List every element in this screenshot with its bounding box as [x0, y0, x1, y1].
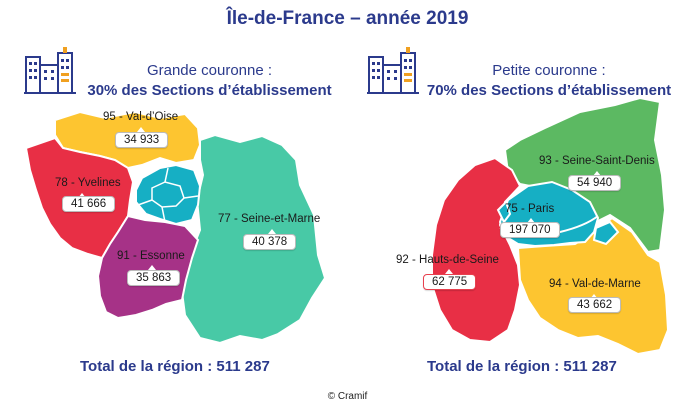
- dept-91-value: 35 863: [127, 270, 181, 286]
- left-subtitle: Grande couronne : 30% des Sections d’éta…: [72, 61, 347, 101]
- left-total: Total de la région : 511 287: [80, 358, 270, 375]
- dept-92-pointer: [445, 269, 453, 274]
- dept-75-name: 75 - Paris: [505, 203, 555, 215]
- dept-94-value: 43 662: [568, 297, 622, 313]
- credit: © Cramif: [327, 391, 368, 402]
- dept-75-pointer: [527, 218, 535, 223]
- right-subtitle: Petite couronne : 70% des Sections d’éta…: [414, 61, 684, 101]
- paris-outline: [151, 181, 185, 208]
- dept-78-value: 41 666: [62, 196, 116, 212]
- right-subtitle-line2: 70% des Sections d’établissement: [426, 82, 672, 99]
- dept-77-pointer: [268, 229, 276, 234]
- dept-92-name: 92 - Hauts-de-Seine: [396, 254, 499, 266]
- left-subtitle-line1: Grande couronne :: [146, 62, 273, 79]
- petite-couronne-borders: [137, 167, 199, 223]
- bois-de-boulogne: [496, 200, 512, 224]
- office-building-icon: [24, 47, 76, 94]
- dept-78-pointer: [78, 193, 86, 198]
- dept-94-pointer: [590, 294, 598, 299]
- page-title: Île-de-France – année 2019: [226, 8, 469, 29]
- region-petite-couronne-core[interactable]: [135, 163, 202, 226]
- dept-91-pointer: [148, 265, 156, 270]
- dept-95-value: 34 933: [115, 132, 169, 148]
- dept-75-value: 197 070: [500, 222, 560, 238]
- dept-77-value: 40 378: [243, 234, 297, 250]
- dept-93-name: 93 - Seine-Saint-Denis: [539, 155, 655, 167]
- grande-couronne-map: [24, 110, 327, 345]
- dept-78-name: 78 - Yvelines: [55, 177, 121, 189]
- dept-94-name: 94 - Val-de-Marne: [549, 278, 641, 290]
- right-total: Total de la région : 511 287: [427, 358, 617, 375]
- dept-93-pointer: [593, 171, 601, 176]
- region-92-hauts-de-seine[interactable]: [431, 156, 522, 344]
- dept-93-value: 54 940: [568, 175, 622, 191]
- dept-92-value: 62 775: [423, 274, 477, 290]
- left-subtitle-line2: 30% des Sections d’établissement: [87, 82, 332, 99]
- office-building-icon: [367, 47, 419, 94]
- right-subtitle-line1: Petite couronne :: [492, 62, 606, 79]
- dept-95-name: 95 - Val-d’Oise: [103, 111, 179, 123]
- dept-91-name: 91 - Essonne: [117, 250, 185, 262]
- bois-de-vincennes: [592, 220, 620, 246]
- dept-95-pointer: [137, 127, 145, 132]
- dept-77-name: 77 - Seine-et-Marne: [218, 213, 321, 225]
